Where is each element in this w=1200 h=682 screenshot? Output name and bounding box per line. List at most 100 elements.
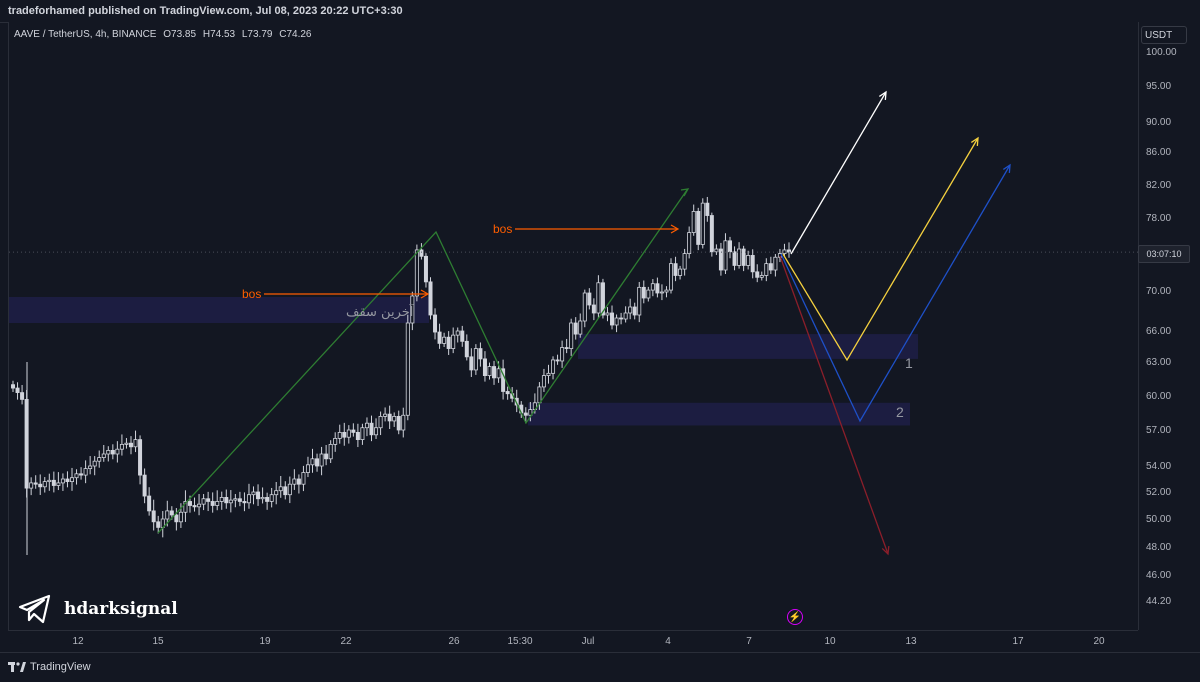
tradingview-logo[interactable]: TradingView — [8, 661, 91, 673]
candle-body — [541, 375, 546, 388]
candle-body — [296, 478, 301, 485]
candle-body — [119, 443, 124, 450]
projection-arrow-white-head — [878, 90, 887, 101]
candle-body — [165, 510, 170, 520]
candle-body — [56, 482, 61, 486]
candle-body — [682, 253, 687, 270]
candle-body — [151, 510, 156, 523]
candle-body — [115, 448, 120, 455]
x-tick-label: 15 — [152, 636, 164, 647]
bos-label-1: bos — [242, 287, 261, 301]
candle-body — [664, 289, 669, 293]
candle-body — [659, 291, 664, 294]
candle-body — [573, 322, 578, 335]
trend-arrowhead — [680, 188, 690, 197]
candle-body — [451, 334, 456, 349]
candle-body — [20, 392, 25, 400]
candle-body — [383, 413, 388, 417]
candle-body — [746, 255, 751, 266]
currency-selector[interactable]: USDT — [1141, 26, 1187, 44]
candle-body — [632, 306, 637, 316]
candle-body — [337, 431, 342, 439]
candle-body — [301, 472, 306, 485]
x-tick-label: 4 — [665, 636, 671, 647]
candle-body — [242, 501, 247, 504]
candle-body — [106, 449, 111, 455]
candle-body — [215, 501, 220, 506]
candle-body — [428, 281, 433, 316]
candle-body — [97, 457, 102, 462]
candle-body — [605, 312, 610, 316]
candle-body — [492, 366, 497, 379]
candle-body — [38, 483, 43, 488]
candle-body — [569, 322, 574, 349]
candle-body — [560, 347, 565, 362]
y-tick-label: 48.00 — [1146, 542, 1171, 553]
last-high-label: آخرین سقف — [346, 303, 415, 320]
candle-body — [360, 427, 365, 441]
candle-body — [29, 482, 34, 489]
lightning-icon[interactable]: ⚡ — [787, 609, 803, 625]
candle-body — [687, 232, 692, 254]
x-tick-label: 17 — [1012, 636, 1024, 647]
candle-body — [206, 498, 211, 502]
candle-body — [528, 409, 533, 416]
candle-body — [455, 330, 460, 336]
candle-body — [237, 498, 242, 502]
candle-body — [419, 249, 424, 257]
time-axis[interactable] — [8, 630, 1138, 653]
candle-body — [210, 501, 215, 506]
x-tick-label: 22 — [340, 636, 352, 647]
candle-body — [478, 348, 483, 360]
candle-body — [287, 483, 292, 496]
candle-body — [292, 478, 297, 485]
candle-body — [401, 414, 406, 431]
candle-body — [396, 415, 401, 431]
candle-body — [773, 256, 778, 271]
x-tick-label: 15:30 — [507, 636, 532, 647]
candle-body — [310, 458, 315, 466]
candle-body — [460, 330, 465, 342]
projection-arrow-yellow — [782, 137, 979, 362]
candle-body — [755, 271, 760, 278]
chart-area[interactable] — [8, 22, 1139, 630]
price-axis[interactable] — [1138, 22, 1200, 630]
projection-arrow-white — [790, 91, 887, 255]
candle-body — [464, 340, 469, 358]
candle-body — [201, 498, 206, 505]
candle-body — [433, 314, 438, 333]
candle-body — [696, 210, 701, 245]
demand-zone-1 — [578, 334, 918, 359]
candle-body — [197, 503, 202, 508]
projection-arrow-red-head — [881, 545, 890, 556]
candle-body — [442, 336, 447, 344]
candle-body — [514, 397, 519, 406]
watermark-text: hdarksignal — [64, 599, 178, 619]
candle-body — [274, 490, 279, 496]
x-tick-label: 13 — [905, 636, 917, 647]
candle-body — [705, 202, 710, 216]
candle-body — [564, 347, 569, 349]
candle-body — [251, 491, 256, 496]
candle-body — [228, 499, 233, 504]
candle-body — [364, 422, 369, 429]
candle-body — [410, 295, 415, 324]
candle-body — [555, 359, 560, 362]
candle-body — [278, 486, 283, 492]
candle-body — [487, 366, 492, 376]
candle-body — [69, 477, 74, 483]
legend-open: O73.85 — [163, 29, 197, 40]
symbol-legend: AAVE / TetherUS, 4h, BINANCE O73.85 H74.… — [14, 29, 316, 40]
y-tick-label: 82.00 — [1146, 180, 1171, 191]
candle-body — [546, 372, 551, 377]
candle-body — [737, 248, 742, 266]
candle-body — [224, 496, 229, 504]
y-tick-label: 86.00 — [1146, 147, 1171, 158]
candle-body — [174, 514, 179, 523]
y-tick-label: 63.00 — [1146, 357, 1171, 368]
candle-body — [619, 317, 624, 320]
y-tick-label: 70.00 — [1146, 286, 1171, 297]
candle-body — [628, 306, 633, 314]
candle-body — [10, 384, 15, 389]
